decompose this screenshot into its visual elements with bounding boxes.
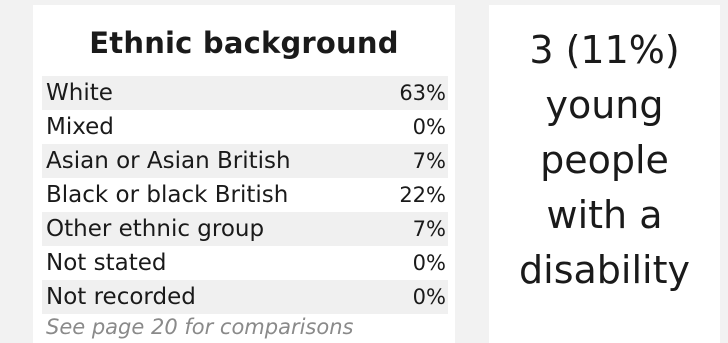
table-row: Not recorded 0% [42,280,448,314]
disability-line: 3 (11%) [529,28,680,72]
row-value: 7% [412,149,446,173]
disability-line: with a [546,193,663,237]
row-label: Asian or Asian British [46,148,291,174]
row-label: White [46,80,113,106]
row-label: Black or black British [46,182,289,208]
table-row: White 63% [42,76,448,110]
ethnic-background-table: White 63% Mixed 0% Asian or Asian Britis… [42,76,448,314]
row-value: 0% [412,285,446,309]
disability-line: disability [519,248,690,292]
ethnic-background-title: Ethnic background [89,26,399,60]
row-label: Other ethnic group [46,216,265,242]
disability-statement: 3 (11%) young people with a disability [489,23,720,298]
row-value: 0% [412,115,446,139]
table-row: Not stated 0% [42,246,448,280]
disability-line: young [545,83,664,127]
table-row: Asian or Asian British 7% [42,144,448,178]
row-label: Not recorded [46,284,196,310]
row-value: 22% [399,183,446,207]
row-value: 63% [399,81,446,105]
row-label: Mixed [46,114,114,140]
disability-panel: 3 (11%) young people with a disability [489,5,720,343]
table-row: Mixed 0% [42,110,448,144]
row-value: 7% [412,217,446,241]
comparison-note: See page 20 for comparisons [46,315,354,339]
ethnic-background-panel: Ethnic background White 63% Mixed 0% Asi… [33,5,455,343]
row-label: Not stated [46,250,167,276]
table-row: Other ethnic group 7% [42,212,448,246]
table-row: Black or black British 22% [42,178,448,212]
disability-line: people [540,138,669,182]
row-value: 0% [412,251,446,275]
